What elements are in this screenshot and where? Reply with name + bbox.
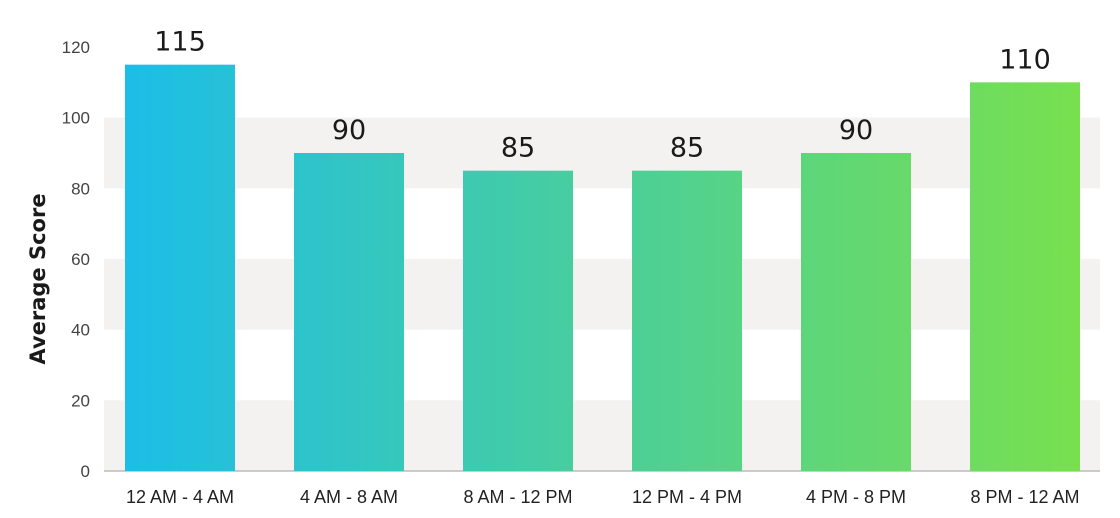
grid-band xyxy=(104,259,1100,330)
bar xyxy=(463,170,573,471)
bar xyxy=(125,64,235,472)
value-label: 85 xyxy=(670,133,704,164)
value-label: 90 xyxy=(332,115,366,146)
category-label: 4 AM - 8 AM xyxy=(300,487,398,507)
y-tick-label: 0 xyxy=(81,462,90,481)
category-label: 12 AM - 4 AM xyxy=(126,487,234,507)
y-tick-label: 20 xyxy=(71,391,90,410)
grid-band xyxy=(104,117,1100,189)
category-label: 8 AM - 12 PM xyxy=(463,487,572,507)
y-axis-ticks: 0 20 40 60 80 100 120 xyxy=(62,38,90,481)
y-tick-label: 100 xyxy=(62,109,90,128)
category-label: 12 PM - 4 PM xyxy=(632,487,742,507)
bars xyxy=(125,64,1080,472)
y-tick-label: 40 xyxy=(71,321,90,340)
bar xyxy=(294,153,404,471)
value-label: 85 xyxy=(501,133,535,164)
category-labels: 12 AM - 4 AM 4 AM - 8 AM 8 AM - 12 PM 12 PM… xyxy=(126,487,1080,507)
bar xyxy=(632,170,742,471)
grid-bands xyxy=(104,117,1100,471)
y-axis-label: Average Score xyxy=(26,193,50,364)
value-labels: 115 90 85 85 90 110 xyxy=(154,27,1051,164)
category-label: 8 PM - 12 AM xyxy=(970,487,1079,507)
bar xyxy=(970,82,1080,471)
bar xyxy=(801,153,911,471)
y-tick-label: 80 xyxy=(71,179,90,198)
grid-band xyxy=(104,400,1100,471)
value-label: 115 xyxy=(154,27,206,58)
y-tick-label: 60 xyxy=(71,250,90,269)
value-label: 110 xyxy=(999,44,1051,75)
category-label: 4 PM - 8 PM xyxy=(806,487,906,507)
y-tick-label: 120 xyxy=(62,38,90,57)
value-label: 90 xyxy=(839,115,873,146)
